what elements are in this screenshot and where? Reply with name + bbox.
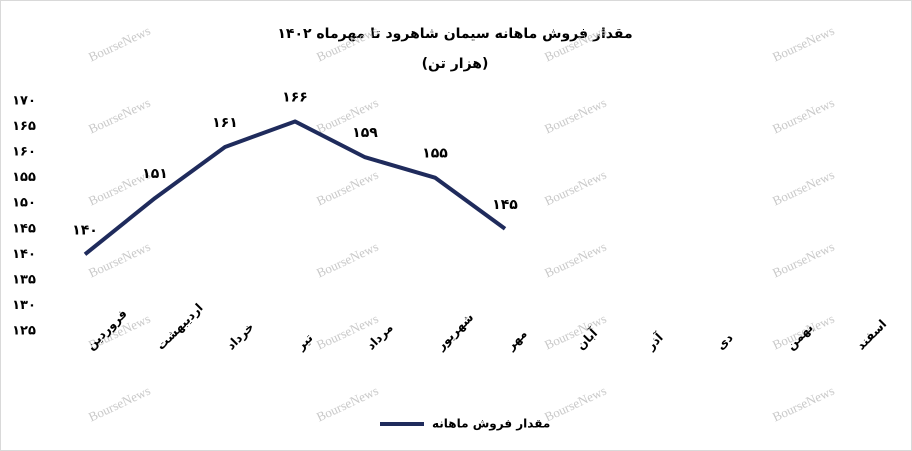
y-tick-label: ۱۳۵ [12, 272, 36, 287]
y-tick-label: ۱۵۰ [12, 196, 36, 211]
y-tick-label: ۱۴۰ [12, 247, 36, 262]
y-tick-label: ۱۶۵ [12, 119, 36, 134]
data-line [83, 119, 507, 256]
y-tick-label: ۱۷۰ [12, 94, 36, 109]
data-label: ۱۴۵ [492, 197, 518, 213]
data-label: ۱۶۱ [212, 115, 238, 131]
data-label: ۱۵۵ [422, 146, 448, 162]
data-label: ۱۵۱ [142, 166, 168, 182]
y-tick-label: ۱۵۵ [12, 170, 36, 185]
y-tick-label: ۱۴۵ [12, 221, 36, 236]
chart-subtitle: (هزار تن) [422, 56, 489, 72]
chart-title: مقدار فروش ماهانه سیمان شاهرود تا مهرماه… [277, 26, 632, 42]
data-label: ۱۵۹ [352, 125, 378, 141]
y-tick-label: ۱۶۰ [12, 145, 36, 160]
y-tick-label: ۱۳۰ [12, 298, 36, 313]
y-tick-label: ۱۲۵ [12, 324, 36, 339]
legend-label: مقدار فروش ماهانه [432, 417, 550, 432]
data-label: ۱۶۶ [282, 89, 308, 105]
data-label: ۱۴۰ [72, 222, 98, 238]
